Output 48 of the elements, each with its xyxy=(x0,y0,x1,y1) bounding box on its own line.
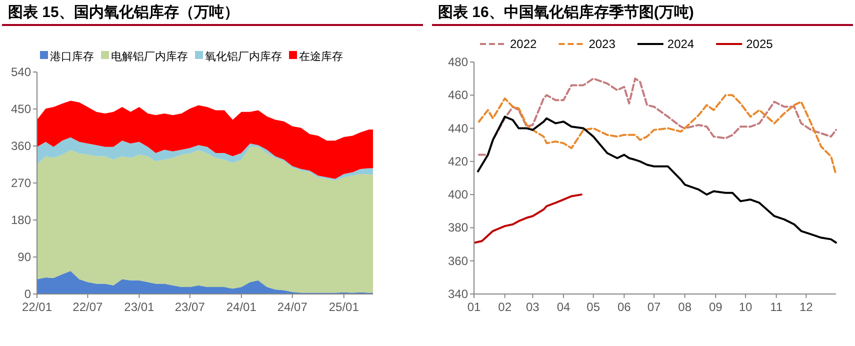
y-tick-label: 340 xyxy=(448,287,468,301)
y-tick-label: 450 xyxy=(10,102,32,116)
x-tick-label: 23/07 xyxy=(174,300,206,314)
legend-label: 2025 xyxy=(746,37,774,51)
legend-label: 氧化铝厂内库存 xyxy=(205,50,282,63)
x-tick-label: 12 xyxy=(799,300,814,314)
chart-title: 图表 16、中国氧化铝库存季节图(万吨) xyxy=(438,3,694,21)
y-tick-label: 380 xyxy=(448,220,468,235)
y-tick-label: 270 xyxy=(10,176,32,190)
legend-label: 2022 xyxy=(510,37,538,51)
x-tick-label: 24/07 xyxy=(277,300,308,314)
line-series xyxy=(476,116,837,244)
x-tick-label: 07 xyxy=(647,300,661,314)
x-tick-label: 05 xyxy=(586,300,600,314)
x-tick-label: 11 xyxy=(770,300,783,314)
line-series xyxy=(474,194,582,244)
legend-label: 港口库存 xyxy=(50,50,94,63)
y-tick-label: 420 xyxy=(448,154,468,168)
x-tick-label: 24/01 xyxy=(226,300,257,314)
x-tick-label: 04 xyxy=(556,300,570,314)
x-tick-label: 01 xyxy=(467,300,481,314)
y-tick-label: 0 xyxy=(24,287,32,301)
x-tick-label: 08 xyxy=(678,300,692,314)
x-tick-label: 09 xyxy=(708,300,723,314)
x-tick-label: 10 xyxy=(738,300,752,314)
legend-label: 2024 xyxy=(667,37,694,51)
line-series xyxy=(478,78,837,156)
x-tick-label: 25/01 xyxy=(328,300,360,314)
y-tick-label: 460 xyxy=(448,88,468,102)
y-tick-label: 480 xyxy=(448,55,468,69)
x-tick-label: 22/07 xyxy=(72,300,104,314)
chart-title: 图表 15、国内氧化铝库存（万吨） xyxy=(8,3,239,21)
legend-label: 在途库存 xyxy=(299,50,343,63)
x-tick-label: 03 xyxy=(526,300,540,314)
x-tick-label: 02 xyxy=(498,300,512,314)
x-tick-label: 23/01 xyxy=(124,300,155,314)
x-tick-label: 06 xyxy=(617,300,632,314)
x-tick-label: 22/01 xyxy=(22,300,52,314)
legend-label: 电解铝厂内库存 xyxy=(111,50,188,63)
y-tick-label: 400 xyxy=(448,188,468,202)
line-series xyxy=(478,94,837,176)
y-tick-label: 540 xyxy=(10,65,32,79)
y-tick-label: 360 xyxy=(448,254,468,268)
y-tick-label: 180 xyxy=(10,213,32,227)
legend-label: 2023 xyxy=(588,37,616,51)
y-tick-label: 90 xyxy=(18,250,32,264)
y-tick-label: 360 xyxy=(10,139,32,153)
y-tick-label: 440 xyxy=(448,121,468,136)
